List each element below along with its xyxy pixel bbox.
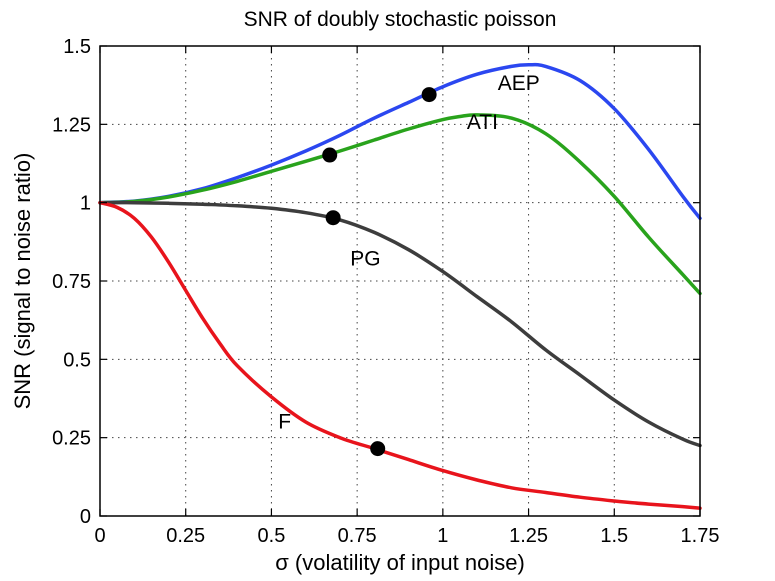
y-tick-label: 0: [80, 506, 91, 528]
series-marker-ati: [322, 147, 338, 163]
grid-lines: [100, 46, 700, 516]
series-label-ati: ATI: [467, 111, 498, 134]
x-tick-label: 1: [437, 525, 448, 547]
series-line-ati: [98, 113, 702, 296]
series-marker-f: [370, 441, 386, 457]
series-label-f: F: [278, 410, 291, 433]
series-line-aep: [98, 62, 702, 221]
y-tick-label: 1.5: [63, 36, 91, 58]
y-tick-label: 0.25: [52, 428, 91, 450]
chart-title: SNR of doubly stochastic poisson: [244, 8, 557, 31]
series-marker-pg: [325, 210, 341, 226]
x-tick-label: 1.75: [681, 525, 720, 547]
y-tick-label: 1.25: [52, 114, 91, 136]
y-tick-label: 0.75: [52, 271, 91, 293]
y-tick-label: 1: [80, 193, 91, 215]
series-curves: [98, 62, 702, 510]
series-line-f: [98, 200, 702, 510]
series-line-pg: [98, 200, 702, 448]
x-tick-label: 0.75: [338, 525, 377, 547]
series-marker-aep: [421, 87, 437, 103]
y-axis-label: SNR (signal to noise ratio): [10, 153, 35, 410]
series-label-aep: AEP: [498, 72, 540, 95]
series-markers: [322, 87, 437, 457]
x-tick-label: 0.5: [258, 525, 286, 547]
x-tick-label: 1.25: [509, 525, 548, 547]
x-tick-label: 0: [94, 525, 105, 547]
x-tick-label: 0.25: [166, 525, 205, 547]
x-tick-label: 1.5: [600, 525, 628, 547]
y-tick-label: 0.5: [63, 349, 91, 371]
series-label-pg: PG: [350, 247, 380, 270]
axis-ticks: 0 0.25 0.5 0.75 1 1.25 1.5 1.75 0 0.25 0.5 0.75 1 1.2…: [52, 36, 719, 547]
x-axis-label: σ (volatility of input noise): [275, 550, 525, 575]
